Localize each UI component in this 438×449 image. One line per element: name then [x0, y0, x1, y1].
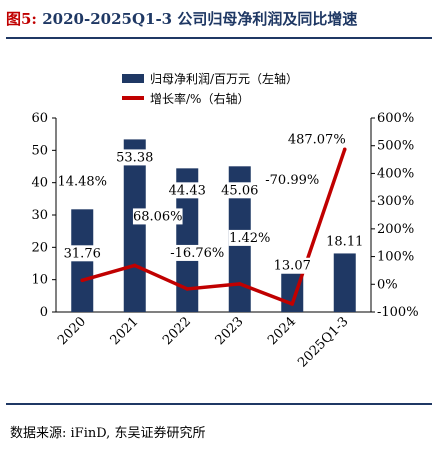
- combo-chart: 归母净利润/百万元（左轴） 增长率/%（右轴） 0 10 20 30 40 50 60 -100…: [31, 71, 419, 371]
- left-tick-label: 50: [31, 143, 48, 158]
- right-tick-label: 0%: [377, 277, 398, 292]
- title-rule: [6, 37, 432, 39]
- line-value-label: 487.07%: [288, 132, 346, 147]
- line-series: [80, 147, 347, 306]
- line-point: [290, 302, 295, 306]
- bar-label-bg: [323, 233, 366, 250]
- chart-legend: 归母净利润/百万元（左轴） 增长率/%（右轴）: [122, 71, 298, 106]
- legend-swatch-bar: [122, 74, 144, 83]
- right-tick-label: 300%: [377, 194, 414, 209]
- right-tick-label: 400%: [377, 166, 414, 181]
- source-note: 数据来源: iFinD, 东吴证券研究所: [10, 426, 206, 441]
- bar-label-bg: [166, 182, 209, 199]
- data-labels: 31.76 53.38 44.43 45.06 13.07 18.11 14.48% 68.0…: [57, 131, 366, 274]
- right-tick-label: 500%: [377, 139, 414, 154]
- left-tick-label: 20: [31, 240, 48, 255]
- left-tick-label: 10: [31, 273, 48, 288]
- line-label-bg: [132, 208, 183, 225]
- line-label-bg: [228, 229, 271, 246]
- line-label-bg: [168, 244, 226, 261]
- line-point: [132, 263, 137, 268]
- line-point: [185, 287, 190, 291]
- left-tick-label: 40: [31, 176, 48, 191]
- legend-label-line: 增长率/%（右轴）: [150, 91, 249, 106]
- bar-value-label: 18.11: [326, 234, 363, 249]
- footer-rule: [6, 403, 432, 405]
- line-value-label: 1.42%: [229, 231, 270, 246]
- x-tick-label: 2022: [160, 314, 194, 348]
- figure-title-text: 2020-2025Q1-3 公司归母净利润及同比增速: [42, 10, 358, 28]
- line-label-bg: [288, 131, 346, 148]
- right-tick-label: 100%: [377, 250, 414, 265]
- x-tick-label: 2024: [265, 314, 299, 348]
- left-tick-label: 30: [31, 208, 48, 223]
- line-point: [342, 147, 347, 152]
- line-value-label: -70.99%: [265, 173, 319, 188]
- growth-line: [81, 148, 347, 306]
- line-point: [237, 282, 242, 286]
- bar-value-label: 53.38: [116, 150, 153, 165]
- line-label-bg: [57, 173, 108, 190]
- x-tick-label: 2023: [213, 314, 247, 348]
- right-tick-label: -100%: [377, 305, 419, 320]
- bar-value-label: 45.06: [221, 183, 258, 198]
- x-tick-label: 2025Q1-3: [295, 314, 351, 370]
- bar-label-bg: [271, 257, 314, 274]
- figure-number: 图5:: [6, 10, 37, 28]
- figure-title: 图5: 2020-2025Q1-3 公司归母净利润及同比增速: [6, 2, 432, 36]
- line-value-label: 14.48%: [57, 174, 107, 189]
- bar-value-label: 44.43: [169, 183, 206, 198]
- line-value-label: -16.76%: [170, 246, 224, 261]
- line-value-label: 68.06%: [133, 209, 183, 224]
- right-tick-label: 600%: [377, 111, 414, 126]
- bar-value-label: 31.76: [64, 246, 101, 261]
- bar-label-bg: [61, 245, 104, 262]
- line-label-bg: [263, 171, 321, 188]
- bar: [333, 253, 356, 312]
- left-tick-label: 0: [40, 305, 48, 320]
- bar-value-label: 13.07: [274, 259, 311, 274]
- legend-label-bar: 归母净利润/百万元（左轴）: [150, 71, 298, 86]
- line-point: [80, 278, 85, 283]
- x-tick-label: 2020: [55, 314, 89, 348]
- bar-label-bg: [218, 182, 261, 199]
- bar-label-bg: [113, 149, 156, 166]
- right-tick-label: 200%: [377, 222, 414, 237]
- left-tick-label: 60: [31, 111, 48, 126]
- x-tick-label: 2021: [108, 314, 142, 348]
- bar: [176, 168, 199, 312]
